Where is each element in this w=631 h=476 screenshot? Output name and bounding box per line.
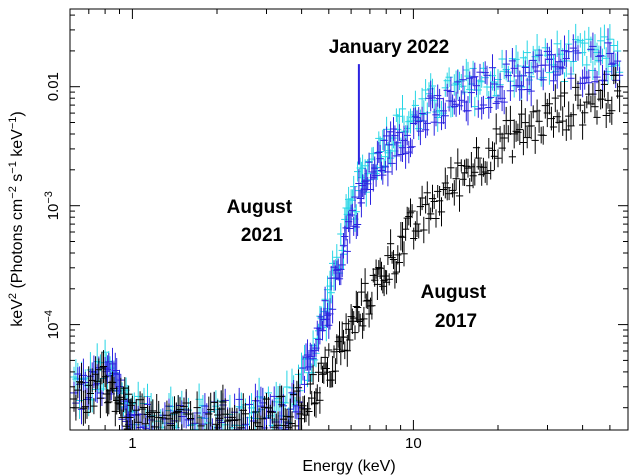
y-axis-label: keV2 (Photons cm−2 s−1 keV−1) [7,111,26,326]
plot-frame [69,8,629,431]
series-august-2021 [70,28,624,430]
ticks-layer [69,9,628,430]
x-tick-label: 10 [405,435,422,452]
y-tick-label-base: 10 [45,204,62,221]
y-tick-label-exponent: −3 [43,191,55,204]
x-tick-label: 1 [128,435,136,452]
y-tick-label: 10−4 [43,310,62,339]
annotation-august-2021-line-2: 2021 [241,225,284,246]
y-tick-label: 0.01 [45,72,62,101]
data-layer [70,23,624,430]
annotation-august-2017: August 2017 [421,282,492,332]
y-label-sup-4: −1 [7,117,19,130]
y-label-sup-1: 2 [7,293,19,299]
annotation-august-2017-line-1: August [421,282,487,303]
annotation-august-2021: August 2021 [227,197,298,246]
y-label-sup-3: −1 [7,161,19,174]
y-tick-label-base: 0.01 [45,72,62,101]
y-label-unit: keV [9,299,26,327]
x-axis-label: Energy (keV) [302,458,395,475]
y-label-text-1: (Photons cm [9,199,26,293]
annotation-january-2022: January 2022 [329,37,449,58]
annotation-august-2017-line-2: 2017 [435,311,477,332]
y-tick-label-exponent: −4 [43,310,55,323]
annotation-august-2021-line-1: August [227,197,293,218]
y-label-sup-2: −2 [7,186,19,199]
series-august-2017 [70,66,624,430]
y-tick-label: 10−3 [43,191,62,220]
y-label-text-3: keV [9,129,26,161]
y-label-text-4: ) [9,111,26,116]
y-tick-label-base: 10 [45,323,62,340]
y-label-text-2: s [9,174,26,186]
